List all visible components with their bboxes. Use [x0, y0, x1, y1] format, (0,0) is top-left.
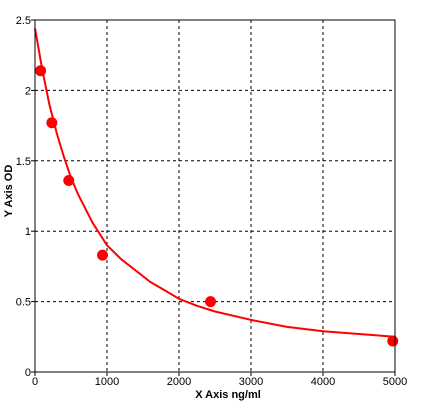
fit-curve-layer	[34, 28, 396, 338]
y-tick-label: 2.5	[16, 15, 31, 27]
grid	[35, 20, 395, 372]
y-tick-label: 0	[25, 367, 31, 379]
y-tick-label: 2	[25, 85, 31, 97]
data-point	[63, 175, 75, 187]
fit-curve	[34, 28, 396, 338]
data-point	[205, 296, 217, 308]
x-tick-label: 4000	[311, 376, 335, 388]
y-axis-label: Y Axis OD	[3, 165, 15, 218]
y-tick-label: 1.5	[16, 156, 31, 168]
x-tick-label: 0	[32, 376, 38, 388]
y-axis-ticks: 0 0.5 1 1.5 2 2.5	[16, 15, 35, 379]
plot-area	[35, 20, 395, 372]
x-tick-label: 5000	[383, 376, 407, 388]
x-axis-label: X Axis ng/ml	[195, 389, 261, 401]
data-point	[387, 335, 399, 347]
plot-frame	[34, 19, 396, 373]
y-tick-label: 0.5	[16, 297, 31, 309]
x-axis-ticks: 0 1000 2000 3000 4000 5000	[32, 372, 407, 388]
data-point	[46, 117, 58, 129]
data-point	[97, 249, 109, 261]
data-point	[35, 65, 47, 77]
x-tick-label: 1000	[95, 376, 119, 388]
y-tick-label: 1	[25, 226, 31, 238]
x-tick-label: 3000	[239, 376, 263, 388]
x-tick-label: 2000	[167, 376, 191, 388]
